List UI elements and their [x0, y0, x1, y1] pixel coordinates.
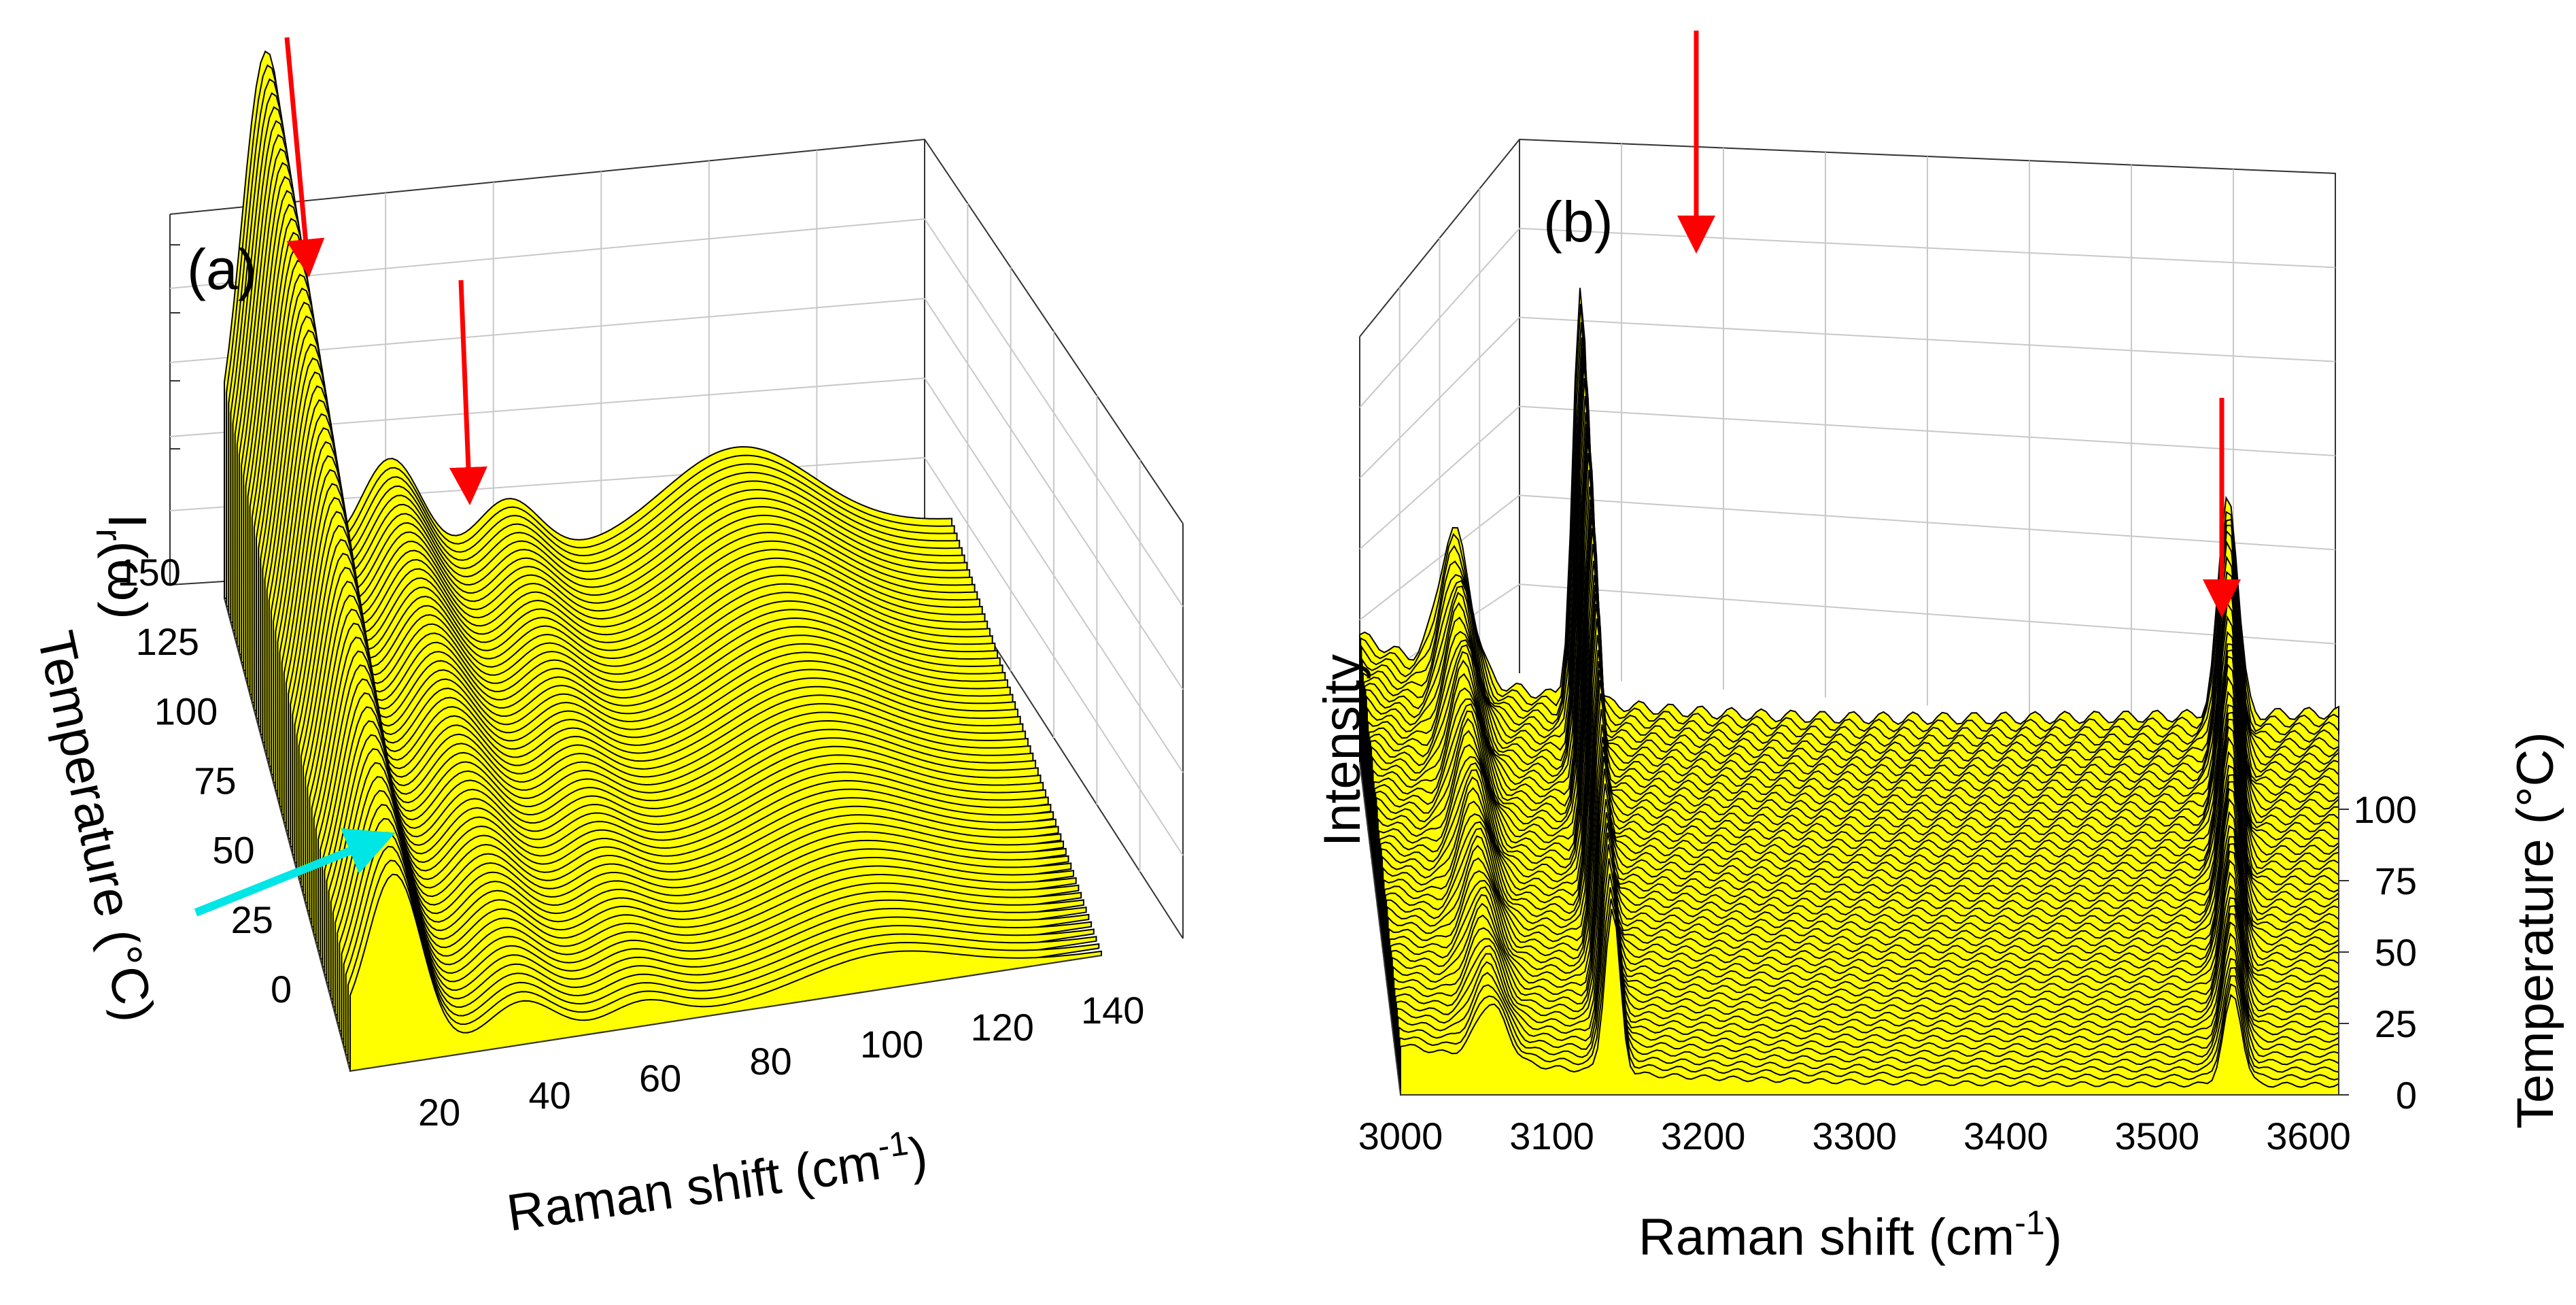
- panel-a-arrow-peak-2: [449, 279, 487, 505]
- panel-a-y-axis-label: Temperature (°C): [26, 626, 165, 1027]
- panel-a-x-ticks: 20 40 60 80 100 120 140: [418, 989, 1144, 1134]
- panel-b-frame: [1359, 138, 2336, 762]
- panel-b-x-ticks: 3000 3100 3200 3300 3400 3500 3600: [1358, 1115, 2351, 1157]
- panel-a-x-tick-label: 100: [860, 1023, 923, 1066]
- panel-b-grid-line: [1519, 405, 2336, 456]
- panel-a-x-tick-label: 80: [750, 1040, 792, 1083]
- panel-a-depth-edge: [224, 598, 351, 1072]
- panel-b-x-tick-label: 3300: [1812, 1115, 1897, 1157]
- panel-b-chart: 3000 3100 3200 3300 3400 3500 3600 0255075100 …: [1313, 31, 2564, 1266]
- panel-b-y-tick-label: 100: [2354, 788, 2417, 831]
- panel-b-grid: [1359, 143, 2336, 740]
- panel-b-y-tick-label: 75: [2375, 860, 2417, 902]
- panel-b-x-tick-label: 3400: [1963, 1115, 2048, 1157]
- panel-b-x-tick-label: 3500: [2115, 1115, 2200, 1157]
- panel-a-spectra: [224, 50, 1102, 1072]
- panel-a-cyan-arrow: [194, 828, 396, 917]
- panel-b-x-tick-label: 3200: [1661, 1115, 1746, 1157]
- panel-a-x-tick-label: 140: [1081, 989, 1144, 1032]
- panel-b-spectrum-row: [1400, 909, 2339, 1096]
- panel-a-y-tick-label: 25: [231, 898, 273, 941]
- panel-a-y-tick-label: 150: [117, 551, 180, 594]
- panel-b-spectra: [1359, 288, 2339, 1096]
- panel-a-chart: 20 40 60 80 100 120 140 0 25 50 75 100 125 150 (a) R…: [26, 37, 1184, 1242]
- panel-b-spectrum-row: [1359, 288, 2339, 763]
- panel-a-label: (a): [187, 237, 257, 301]
- panel-a-spectrum-row: [349, 873, 1102, 1072]
- panel-b-x-axis-label: Raman shift (cm-1): [1638, 1204, 2062, 1266]
- panel-b-y-axis-label: Temperature (°C): [2507, 732, 2564, 1129]
- panel-a-x-tick-label: 120: [971, 1006, 1034, 1049]
- panel-b-x-tick-label: 3000: [1358, 1115, 1443, 1157]
- panel-b-grid-line: [1519, 227, 2336, 269]
- panel-a-x-tick-label: 60: [639, 1057, 681, 1100]
- panel-a-arrow-peak-1: [284, 37, 325, 277]
- panel-b-y-tick-label: 50: [2375, 931, 2417, 974]
- panel-a-y-ticks: 0 25 50 75 100 125 150: [117, 551, 292, 1011]
- panel-b-y-tick-label: 0: [2396, 1074, 2417, 1117]
- panel-a-y-tick-label: 50: [212, 829, 254, 872]
- panel-b-grid-line: [1519, 494, 2336, 551]
- panel-b-grid-line: [1519, 583, 2336, 645]
- panel-a-x-axis-label: Raman shift (cm-1): [503, 1121, 931, 1242]
- panel-a-x-tick-label: 40: [529, 1074, 571, 1117]
- panel-b-x-tick-label: 3600: [2266, 1115, 2351, 1157]
- panel-a-floor-edge: [349, 955, 1102, 1072]
- panel-a-y-tick-label: 125: [136, 620, 199, 663]
- panel-a-z-axis-label: Ir(ω): [88, 513, 158, 620]
- panel-a-y-tick-label: 100: [154, 690, 218, 732]
- panel-a-y-tick-label: 0: [271, 968, 292, 1011]
- panel-b-label: (b): [1543, 190, 1613, 254]
- panel-b-y-ticks: 0 25 50 75 100: [2339, 788, 2417, 1117]
- panel-a-y-tick-label: 75: [194, 760, 236, 802]
- panel-a-x-tick-label: 20: [418, 1091, 460, 1134]
- panel-b-y-tick-label: 25: [2375, 1002, 2417, 1045]
- panel-b-depth-edge: [1359, 761, 1401, 1096]
- panel-b-x-tick-label: 3100: [1509, 1115, 1594, 1157]
- panel-b-grid-line: [1519, 316, 2336, 362]
- panel-b-z-axis-label: Intensity: [1313, 654, 1371, 847]
